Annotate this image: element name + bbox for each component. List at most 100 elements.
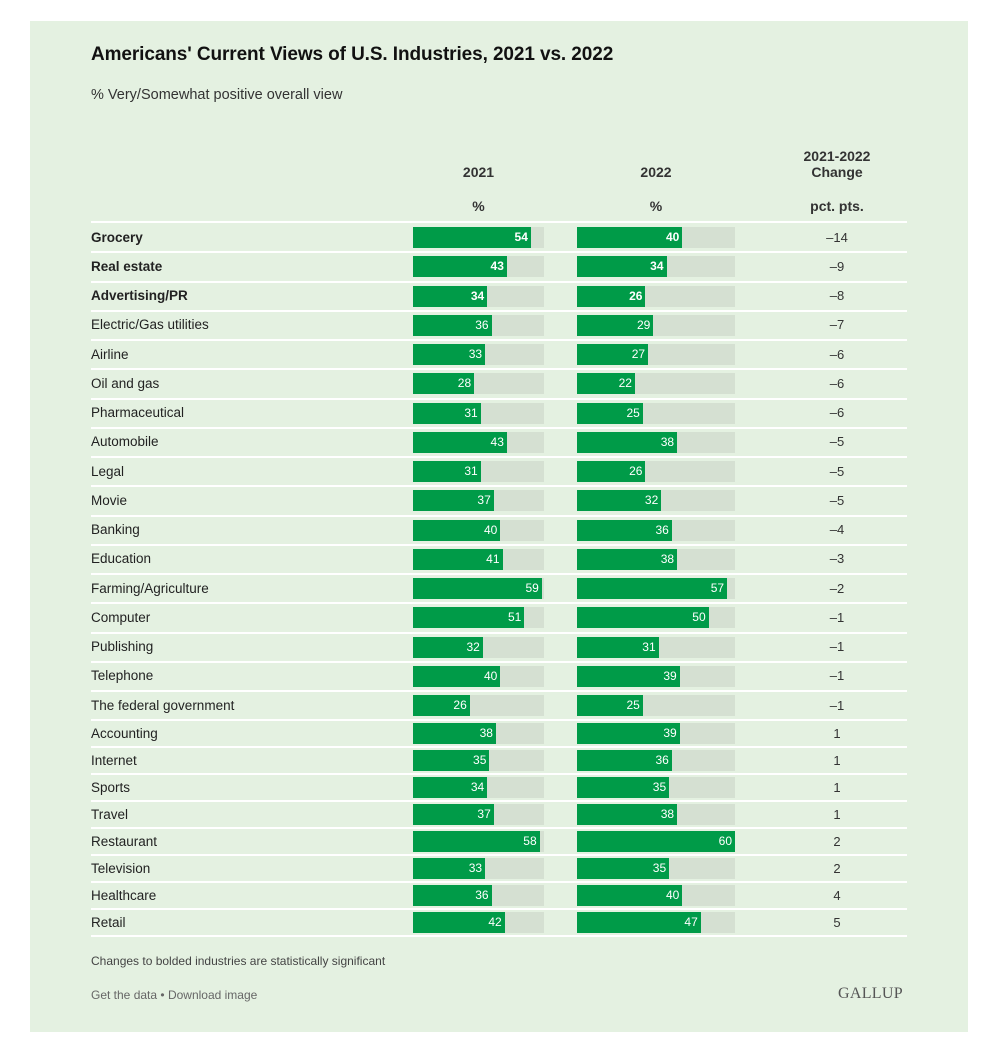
footer-links: Get the data • Download image [91,988,257,1002]
bar-track-2022: 26 [577,285,735,307]
row-divider [91,251,907,254]
chart-panel: Americans' Current Views of U.S. Industr… [30,21,968,1032]
bar-track-2021: 28 [413,373,544,395]
bar-track-2021: 31 [413,461,544,483]
bar-track-2022: 29 [577,314,735,336]
industry-label: Real estate [91,258,163,274]
bar-2022: 25 [577,402,643,424]
table-row: Pharmaceutical 31 25 –6 [91,399,907,429]
industry-label: Accounting [91,725,158,741]
bar-2022: 39 [577,723,680,745]
get-data-link[interactable]: Get the data [91,988,158,1002]
change-value: –1 [829,668,845,684]
bar-value-label-2022: 39 [663,668,677,683]
change-value: –5 [829,492,845,508]
industry-label: Computer [91,609,151,625]
bar-value-label-2021: 58 [523,834,537,849]
bar-value-label-2022: 50 [692,610,706,625]
bar-2022: 35 [577,858,670,880]
bar-2022: 31 [577,636,659,658]
bar-track-2021: 42 [413,912,544,934]
bar-2021: 54 [413,227,531,249]
bar-2021: 36 [413,885,492,907]
bar-track-2021: 59 [413,578,544,600]
bar-value-label-2021: 36 [475,888,489,903]
change-value: –2 [829,580,845,596]
row-divider [91,800,907,803]
table-row: Banking 40 36 –4 [91,516,907,546]
chart-title: Americans' Current Views of U.S. Industr… [91,44,614,65]
bar-value-label-2021: 43 [490,434,504,449]
footnote: Changes to bolded industries are statist… [91,954,386,968]
bar-track-2021: 37 [413,804,544,826]
bar-track-2021: 34 [413,285,544,307]
column-header-change: 2021-2022 Change [777,148,897,180]
bar-value-label-2021: 40 [483,522,498,537]
table-row: Publishing 32 31 –1 [91,633,907,663]
bar-value-label-2022: 35 [652,780,667,795]
table-row: Automobile 43 38 –5 [91,428,907,458]
industry-label: Oil and gas [91,375,160,391]
bar-value-label-2021: 43 [490,259,504,274]
bar-2021: 43 [413,256,507,278]
bar-2021: 58 [413,831,540,853]
bar-track-2021: 36 [413,885,544,907]
change-value: –6 [829,346,845,362]
bar-track-2022: 50 [577,607,735,629]
bar-2022: 36 [577,750,672,772]
industry-label: The federal government [91,697,235,713]
bar-value-label-2021: 34 [470,780,485,795]
bar-track-2021: 51 [413,607,544,629]
table-row: Advertising/PR 34 26 –8 [91,282,907,312]
bar-2022: 38 [577,804,678,826]
change-value: –5 [829,434,845,450]
bar-value-label-2022: 27 [631,347,646,362]
bar-value-label-2022: 25 [626,698,640,713]
bar-2021: 51 [413,607,525,629]
bar-value-label-2022: 38 [660,434,675,449]
industry-label: Healthcare [91,887,157,903]
row-divider [91,368,907,371]
row-divider [91,280,907,283]
bar-2022: 25 [577,695,643,717]
change-value: 4 [833,887,841,903]
bar-2022: 34 [577,256,667,278]
table-row: Sports 34 35 1 [91,774,907,803]
bar-2022: 36 [577,519,672,541]
row-divider [91,690,907,692]
bar-value-label-2022: 32 [644,493,659,508]
bar-track-2022: 25 [577,402,735,424]
column-unit-2022: % [649,198,663,214]
change-value: –7 [829,317,845,333]
bar-value-label-2021: 59 [525,581,539,596]
table-row: Computer 51 50 –1 [91,603,907,634]
bar-value-label-2022: 26 [629,288,643,303]
industry-label: Automobile [91,434,159,450]
bar-2022: 40 [577,885,683,907]
industry-label: Airline [91,346,129,362]
column-header-change-line1: 2021-2022 [803,148,871,164]
change-value: 1 [833,806,841,822]
bar-track-2021: 40 [413,519,544,541]
bar-value-label-2022: 47 [684,915,698,930]
bar-value-label-2021: 31 [464,464,478,479]
industry-label: Pharmaceutical [91,405,185,421]
bar-track-2021: 40 [413,665,544,687]
bar-track-2022: 32 [577,490,735,512]
bar-2022: 27 [577,344,649,366]
bar-value-label-2022: 22 [618,376,632,391]
bar-track-2022: 27 [577,344,735,366]
industry-label: Farming/Agriculture [91,580,209,596]
download-image-link[interactable]: Download image [167,988,258,1002]
table-row: Retail 42 47 5 [91,909,907,938]
bar-track-2021: 41 [413,548,544,570]
change-value: 2 [833,833,841,849]
bar-2022: 32 [577,490,662,512]
table-row: Legal 31 26 –5 [91,457,907,488]
table-row: Education 41 38 –3 [91,545,907,575]
bar-value-label-2022: 29 [637,317,651,332]
bar-track-2021: 58 [413,831,544,853]
bar-2021: 33 [413,344,486,366]
bar-2022: 35 [577,777,670,799]
bar-2021: 35 [413,750,490,772]
